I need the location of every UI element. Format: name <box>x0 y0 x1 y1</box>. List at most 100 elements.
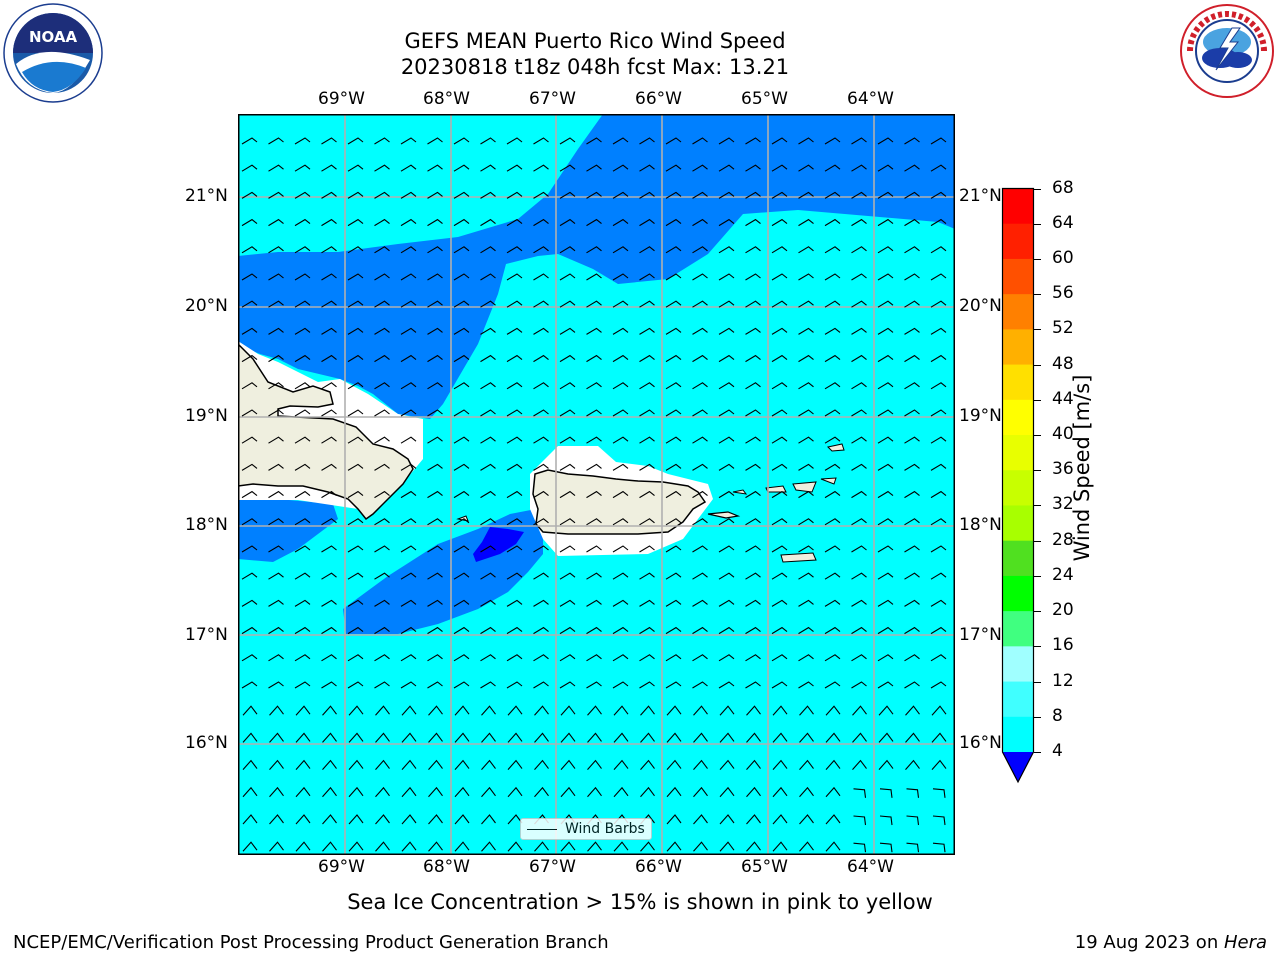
wind-barb <box>745 463 761 471</box>
wind-barb <box>906 842 920 853</box>
wind-barb <box>745 327 761 335</box>
wind-barb <box>799 814 814 825</box>
wind-barb <box>321 490 337 499</box>
wind-barb <box>242 841 258 852</box>
wind-barb <box>374 681 390 689</box>
wind-barb <box>374 218 390 227</box>
wind-barb <box>295 786 311 798</box>
wind-barb <box>533 246 549 254</box>
wind-barb <box>824 164 841 172</box>
wind-barb <box>692 654 708 662</box>
wind-barb <box>586 572 602 580</box>
wind-barb <box>665 599 682 607</box>
wind-barb <box>294 681 311 689</box>
wind-barb <box>692 599 708 607</box>
wind-barb <box>745 599 761 607</box>
colorbar-segment <box>1002 294 1034 330</box>
wind-barb <box>294 572 311 580</box>
wind-barb <box>427 191 443 199</box>
wind-barb <box>586 354 602 363</box>
wind-barb <box>533 518 549 526</box>
lat-label-left-2: 20°N <box>185 296 228 316</box>
wind-barb <box>745 545 761 553</box>
wind-barb <box>799 759 814 770</box>
wind-barb <box>241 246 258 254</box>
wind-barb <box>533 409 549 417</box>
wind-barb <box>719 705 735 716</box>
wind-barb <box>666 814 682 825</box>
wind-barb <box>400 218 417 227</box>
wind-barb <box>427 327 443 335</box>
wind-barb <box>241 490 258 499</box>
wind-barb <box>639 409 655 417</box>
wind-barb <box>612 137 629 145</box>
wind-barb <box>586 300 602 308</box>
wind-barb <box>586 191 602 199</box>
wind-barb <box>904 436 920 444</box>
wind-barb <box>347 137 364 145</box>
wind-barb <box>745 681 761 689</box>
wind-barb <box>718 599 735 607</box>
wind-barb <box>400 626 417 635</box>
colorbar-segment <box>1002 435 1034 471</box>
wind-barb <box>533 191 549 199</box>
ocean-dark-region <box>473 527 524 562</box>
wind-barb <box>400 599 417 607</box>
wind-barb <box>374 626 390 635</box>
wind-barb <box>268 246 284 254</box>
wind-barb <box>534 759 549 770</box>
wind-barb <box>665 572 682 580</box>
wind-barb <box>693 759 708 770</box>
wind-barb <box>718 518 735 526</box>
wind-barb <box>268 654 284 662</box>
wind-barb <box>480 300 496 308</box>
wind-barb <box>453 599 470 607</box>
wind-barb <box>877 681 894 689</box>
wind-barb <box>692 626 708 635</box>
wind-barb <box>480 681 496 689</box>
wind-barb <box>321 137 337 145</box>
land-virgin-islands-2 <box>792 481 817 493</box>
wind-barb <box>347 490 364 499</box>
wind-barb <box>348 705 364 716</box>
wind-barb <box>798 137 814 145</box>
wind-barbs-layer <box>241 137 947 853</box>
wind-barb <box>639 626 655 635</box>
colorbar-tick-label: 64 <box>1052 212 1074 233</box>
wind-barb <box>506 518 523 526</box>
wind-barb <box>401 786 417 798</box>
wind-barb <box>745 626 761 635</box>
wind-barb <box>586 218 602 227</box>
wind-barb <box>534 841 549 852</box>
lat-label-right-2: 20°N <box>959 296 1002 316</box>
wind-barb <box>268 545 284 553</box>
wind-barb <box>798 218 814 227</box>
wind-barb <box>879 788 893 798</box>
wind-barb <box>851 327 867 335</box>
wind-barb <box>322 705 337 716</box>
wind-barb <box>745 654 761 662</box>
lon-label-bottom-2: 68°W <box>423 857 470 877</box>
wind-barb <box>692 354 708 363</box>
wind-barb <box>693 786 708 798</box>
wind-barb <box>268 354 284 363</box>
wind-barb <box>401 705 417 716</box>
wind-barb <box>851 654 867 662</box>
wind-barb <box>559 327 576 335</box>
wind-barb <box>877 490 894 499</box>
wind-barb <box>374 463 390 471</box>
wind-barb <box>930 246 947 254</box>
wind-barb <box>322 759 337 770</box>
wind-barb <box>824 436 841 444</box>
wind-barb <box>241 545 258 553</box>
wind-barb <box>824 218 841 227</box>
wind-barb <box>771 490 788 499</box>
wind-barb <box>427 246 443 254</box>
wind-barb <box>347 164 364 172</box>
wind-barb <box>507 705 523 716</box>
wind-barb <box>480 518 496 526</box>
colorbar-segment <box>1002 223 1034 260</box>
wind-barb <box>428 759 443 770</box>
wind-barb <box>904 218 920 227</box>
wind-barb <box>771 218 788 227</box>
